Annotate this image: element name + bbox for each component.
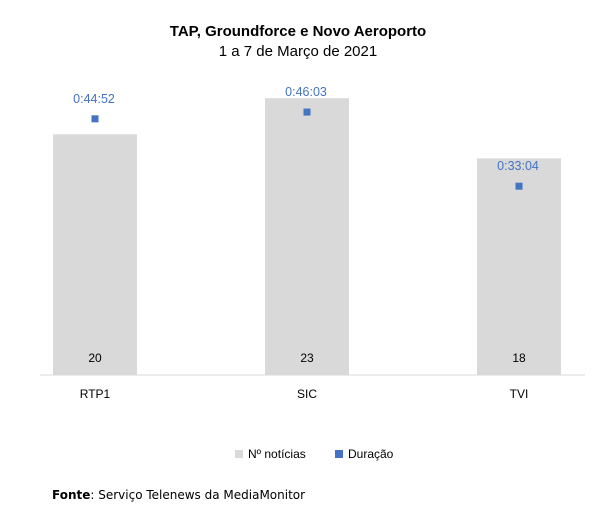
chart: TAP, Groundforce e Novo Aeroporto 1 a 7 …	[40, 23, 585, 461]
markers-layer	[91, 108, 523, 190]
duration-label-sic: 0:46:03	[285, 85, 327, 99]
duration-label-rtp1: 0:44:52	[73, 92, 115, 106]
bar-rtp1	[53, 134, 137, 375]
category-label-rtp1: RTP1	[80, 387, 111, 401]
category-label-sic: SIC	[297, 387, 317, 401]
duration-marker-rtp1	[91, 115, 99, 123]
bar-value-label-tvi: 18	[512, 351, 526, 365]
legend-swatch-duracao	[335, 450, 343, 458]
bars-layer	[53, 98, 561, 375]
category-label-tvi: TVI	[510, 387, 529, 401]
labels-layer: 20 0:44:52 RTP1 23 0:46:03 SIC 18 0:33:04 TVI	[73, 85, 539, 401]
source-colon: :	[90, 488, 99, 502]
bar-tvi	[477, 158, 561, 375]
source-label: Fonte	[52, 488, 91, 502]
duration-marker-tvi	[515, 182, 523, 190]
bar-value-label-rtp1: 20	[88, 351, 102, 365]
duration-marker-sic	[303, 108, 311, 116]
bar-sic	[265, 98, 349, 375]
chart-subtitle: 1 a 7 de Março de 2021	[219, 43, 377, 60]
chart-title: TAP, Groundforce e Novo Aeroporto	[170, 23, 426, 40]
legend-label-noticias: Nº notícias	[248, 447, 306, 461]
legend: Nº notícias Duração	[235, 447, 394, 461]
legend-label-duracao: Duração	[348, 447, 394, 461]
source-note: Fonte: Serviço Telenews da MediaMonitor	[52, 488, 305, 502]
source-text: Serviço Telenews da MediaMonitor	[98, 488, 306, 502]
legend-swatch-noticias	[235, 450, 243, 458]
bar-value-label-sic: 23	[300, 351, 314, 365]
duration-label-tvi: 0:33:04	[497, 159, 539, 173]
